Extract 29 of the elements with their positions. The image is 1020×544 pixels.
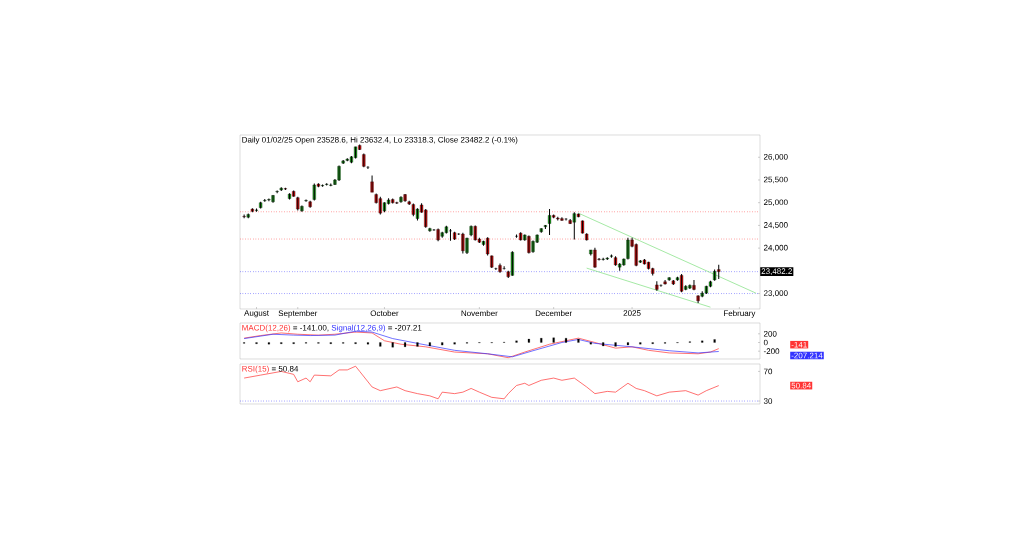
y-tick-label: 25,000 <box>763 199 788 206</box>
series-label: Signal(12,26,9) <box>331 324 386 333</box>
text: 50.84 <box>791 382 811 389</box>
y-tick-label: -200 <box>763 348 780 355</box>
chart-title: Daily 01/02/25 Open 23528.6, Hi 23632.4, Lo 23318.3, Close 23482.2 (-0.1%) <box>242 136 518 145</box>
y-tick-label: 200 <box>763 330 777 337</box>
x-tick-label: November <box>461 310 498 317</box>
text: -141 <box>791 341 807 348</box>
y-tick-label: 26,000 <box>763 153 788 161</box>
y-tick-label: 70 <box>763 368 773 375</box>
annotation: = -141.00, <box>293 324 329 332</box>
y-tick-label: 30 <box>763 398 773 404</box>
series-label: RSI(15) <box>242 365 269 374</box>
x-tick-label: October <box>370 310 399 317</box>
x-tick-label: September <box>278 310 318 318</box>
annotation: = 50.84 <box>271 365 299 372</box>
y-tick-label: 23,000 <box>763 290 788 297</box>
x-tick-label: December <box>535 310 572 317</box>
x-tick-label: February <box>724 310 756 318</box>
text: -207.214 <box>791 352 823 359</box>
x-tick-label: 2025 <box>623 310 641 316</box>
y-tick-label: 25,500 <box>763 176 788 184</box>
y-tick-label: 0 <box>763 339 768 346</box>
x-tick-label: August <box>244 310 269 318</box>
y-tick-label: 24,000 <box>763 244 788 252</box>
annotation: = -207.21 <box>388 324 422 331</box>
series-label: MACD(12,26) <box>242 324 291 333</box>
ref-line-label: 23,482.2 <box>761 268 792 275</box>
y-tick-label: 24,500 <box>763 222 788 229</box>
